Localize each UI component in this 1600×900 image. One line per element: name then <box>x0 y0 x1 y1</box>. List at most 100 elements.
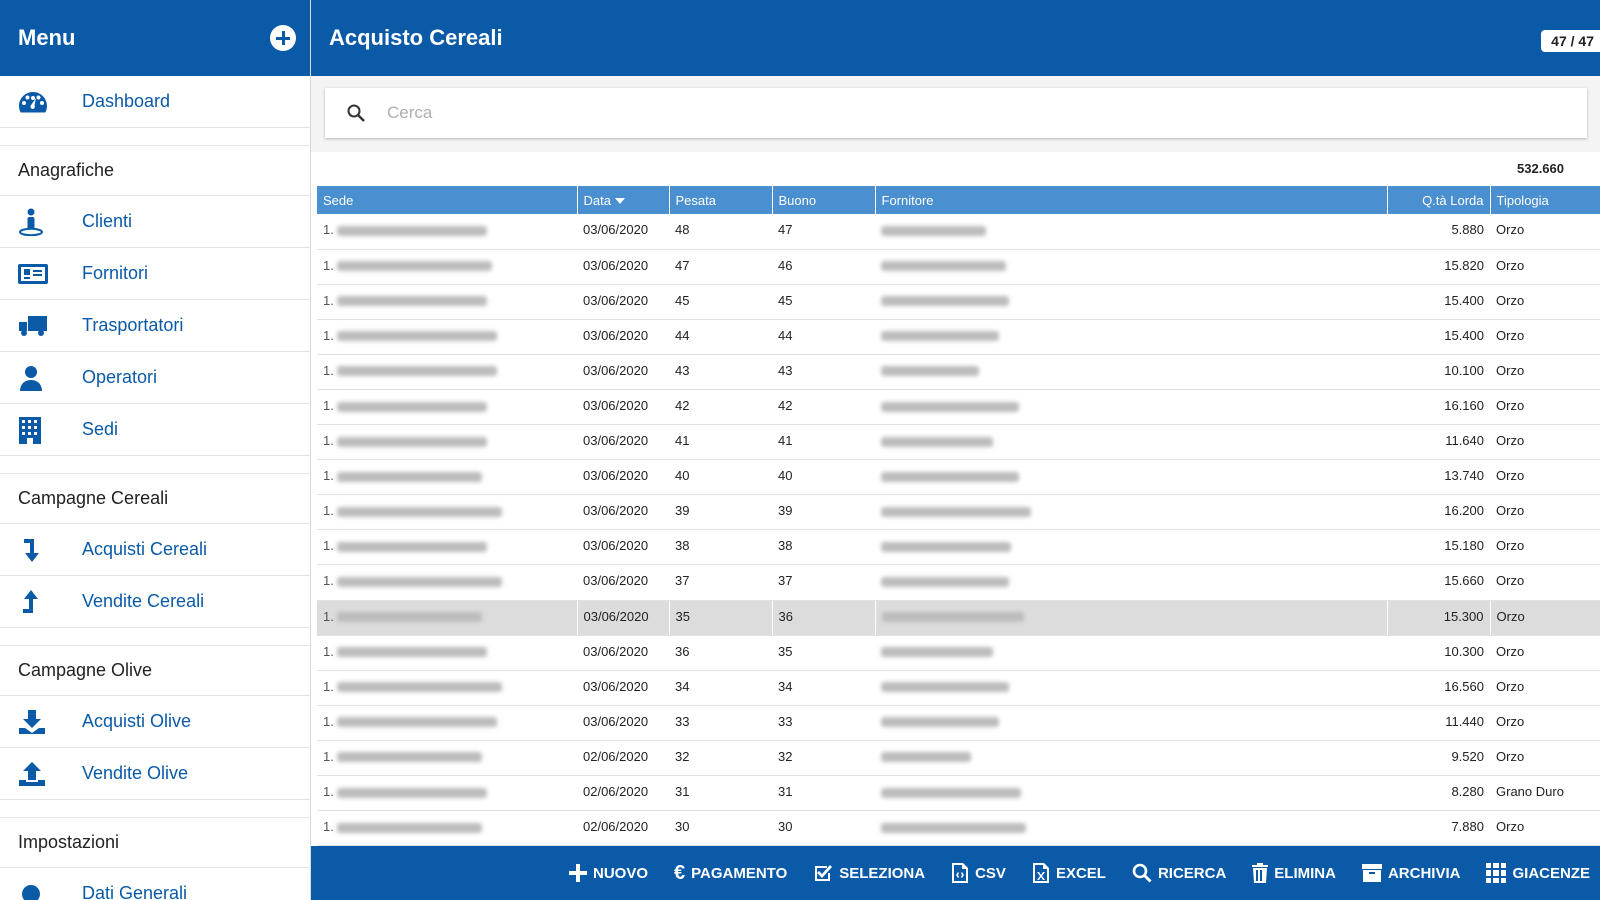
sidebar-item-dati-generali[interactable]: Dati Generali <box>0 868 310 900</box>
cell-qta-lorda: 10.300 <box>1387 635 1490 671</box>
sidebar-item-vendite-cereali[interactable]: Vendite Cereali <box>0 576 310 628</box>
cell-data: 03/06/2020 <box>577 529 669 566</box>
column-header-buono[interactable]: Buono <box>772 186 876 214</box>
cell-fornitore <box>875 810 1387 847</box>
cell-fornitore <box>875 214 1387 250</box>
cell-buono: 32 <box>772 740 875 777</box>
giacenze-button[interactable]: GIACENZE <box>1486 863 1590 883</box>
section-title-cereali: Campagne Cereali <box>0 474 310 524</box>
cell-sede: 1. <box>317 529 577 566</box>
gear-icon <box>0 881 82 900</box>
cell-tipologia: Orzo <box>1490 740 1600 777</box>
cell-tipologia: Orzo <box>1490 459 1600 496</box>
ricerca-button[interactable]: RICERCA <box>1132 863 1226 883</box>
cell-tipologia: Orzo <box>1490 249 1600 285</box>
table-row[interactable]: 1. 03/06/2020 33 33 11.440 Orzo <box>317 705 1600 741</box>
table-body: 1. 03/06/2020 48 47 5.880 Orzo 1. 03/06/2020 4… <box>317 214 1600 847</box>
column-header-fornitore[interactable]: Fornitore <box>875 186 1388 214</box>
table-row[interactable]: 1. 03/06/2020 45 45 15.400 Orzo <box>317 284 1600 320</box>
cell-tipologia: Orzo <box>1490 810 1600 847</box>
column-header-tipologia[interactable]: Tipologia <box>1490 186 1600 214</box>
cell-data: 03/06/2020 <box>577 600 670 636</box>
excel-button[interactable]: EXCEL <box>1032 862 1106 884</box>
sidebar-item-label: Vendite Olive <box>82 763 189 783</box>
column-header-data[interactable]: Data <box>577 186 670 214</box>
table-row[interactable]: 1. 03/06/2020 42 42 16.160 Orzo <box>317 389 1600 426</box>
cell-sede: 1. <box>317 600 578 636</box>
table-row[interactable]: 1. 03/06/2020 39 39 16.200 Orzo <box>317 494 1600 531</box>
sidebar-item-dashboard[interactable]: Dashboard <box>0 76 310 128</box>
cell-qta-lorda: 10.100 <box>1387 354 1490 390</box>
table-row[interactable]: 1. 03/06/2020 36 35 10.300 Orzo <box>317 635 1600 671</box>
cell-buono: 46 <box>772 249 875 285</box>
cell-buono: 38 <box>772 529 875 566</box>
table-header-row: Sede Data Pesata Buono Fornitore Q.tà Lo… <box>317 186 1600 214</box>
sidebar-item-trasportatori[interactable]: Trasportatori <box>0 300 310 352</box>
table-row[interactable]: 1. 02/06/2020 31 31 8.280 Grano Duro <box>317 775 1600 812</box>
cell-buono: 33 <box>772 705 875 741</box>
sidebar-item-acquisti-olive[interactable]: Acquisti Olive <box>0 696 310 748</box>
bottom-toolbar: NUOVO € PAGAMENTO SELEZIONA CSV EXCEL RI… <box>311 846 1600 900</box>
table-row[interactable]: 1. 03/06/2020 37 37 15.660 Orzo <box>317 564 1600 601</box>
sidebar-item-clienti[interactable]: Clienti <box>0 196 310 248</box>
pagamento-button[interactable]: € PAGAMENTO <box>674 861 788 884</box>
table-row[interactable]: 1. 03/06/2020 35 36 15.300 Orzo <box>317 600 1600 636</box>
cell-data: 03/06/2020 <box>577 214 669 250</box>
cell-qta-lorda: 11.640 <box>1387 424 1490 461</box>
excel-file-icon <box>1032 863 1049 883</box>
cell-buono: 35 <box>772 635 875 671</box>
cell-data: 03/06/2020 <box>577 424 669 461</box>
nuovo-button[interactable]: NUOVO <box>568 864 648 882</box>
cell-buono: 31 <box>772 775 875 812</box>
seleziona-button[interactable]: SELEZIONA <box>813 863 925 883</box>
table-row[interactable]: 1. 03/06/2020 48 47 5.880 Orzo <box>317 214 1600 250</box>
cell-buono: 43 <box>772 354 875 390</box>
table-container: 532.660 Sede Data Pesata Buono Fornitore… <box>311 152 1600 847</box>
table-row[interactable]: 1. 03/06/2020 47 46 15.820 Orzo <box>317 249 1600 285</box>
column-header-sede[interactable]: Sede <box>317 186 578 214</box>
table-row[interactable]: 1. 03/06/2020 43 43 10.100 Orzo <box>317 354 1600 390</box>
search-input[interactable] <box>387 103 1537 123</box>
cell-data: 03/06/2020 <box>577 284 669 320</box>
record-counter: 47 / 47 <box>1541 30 1600 52</box>
cell-fornitore <box>875 740 1387 777</box>
table-row[interactable]: 1. 03/06/2020 44 44 15.400 Orzo <box>317 319 1600 355</box>
column-header-qta-lorda[interactable]: Q.tà Lorda <box>1387 186 1491 214</box>
truck-icon <box>0 315 82 337</box>
cell-tipologia: Orzo <box>1490 389 1600 426</box>
table-row[interactable]: 1. 03/06/2020 41 41 11.640 Orzo <box>317 424 1600 461</box>
cell-buono: 45 <box>772 284 875 320</box>
table-row[interactable]: 1. 03/06/2020 34 34 16.560 Orzo <box>317 670 1600 706</box>
table-row[interactable]: 1. 02/06/2020 30 30 7.880 Orzo <box>317 810 1600 847</box>
cell-fornitore <box>875 354 1387 390</box>
sidebar-item-label: Operatori <box>82 367 158 387</box>
sidebar-item-label: Acquisti Cereali <box>82 539 208 559</box>
table-row[interactable]: 1. 03/06/2020 40 40 13.740 Orzo <box>317 459 1600 496</box>
cell-fornitore <box>875 284 1387 320</box>
total-qta-lorda: 532.660 <box>1517 161 1564 176</box>
sidebar-item-fornitori[interactable]: Fornitori <box>0 248 310 300</box>
cell-tipologia: Orzo <box>1490 319 1600 355</box>
add-icon[interactable] <box>270 25 296 51</box>
cell-tipologia: Orzo <box>1490 354 1600 390</box>
cell-tipologia: Orzo <box>1490 670 1600 706</box>
elimina-button[interactable]: ELIMINA <box>1252 863 1336 883</box>
search-icon <box>1132 863 1152 883</box>
cell-pesata: 48 <box>669 214 772 250</box>
cell-buono: 42 <box>772 389 875 426</box>
archivia-button[interactable]: ARCHIVIA <box>1361 863 1460 883</box>
main-content: Acquisto Cereali 47 / 47 532.660 Sede Da… <box>311 0 1600 900</box>
section-title-anagrafiche: Anagrafiche <box>0 146 310 196</box>
sidebar-item-sedi[interactable]: Sedi <box>0 404 310 456</box>
sidebar-item-vendite-olive[interactable]: Vendite Olive <box>0 748 310 800</box>
cell-buono: 47 <box>772 214 875 250</box>
sidebar-item-operatori[interactable]: Operatori <box>0 352 310 404</box>
table-row[interactable]: 1. 03/06/2020 38 38 15.180 Orzo <box>317 529 1600 566</box>
column-header-pesata[interactable]: Pesata <box>669 186 773 214</box>
csv-button[interactable]: CSV <box>951 862 1006 884</box>
table-row[interactable]: 1. 02/06/2020 32 32 9.520 Orzo <box>317 740 1600 777</box>
sidebar-item-acquisti-cereali[interactable]: Acquisti Cereali <box>0 524 310 576</box>
cell-data: 02/06/2020 <box>577 810 669 847</box>
arrow-up-icon <box>0 589 82 615</box>
cell-data: 03/06/2020 <box>577 494 669 531</box>
